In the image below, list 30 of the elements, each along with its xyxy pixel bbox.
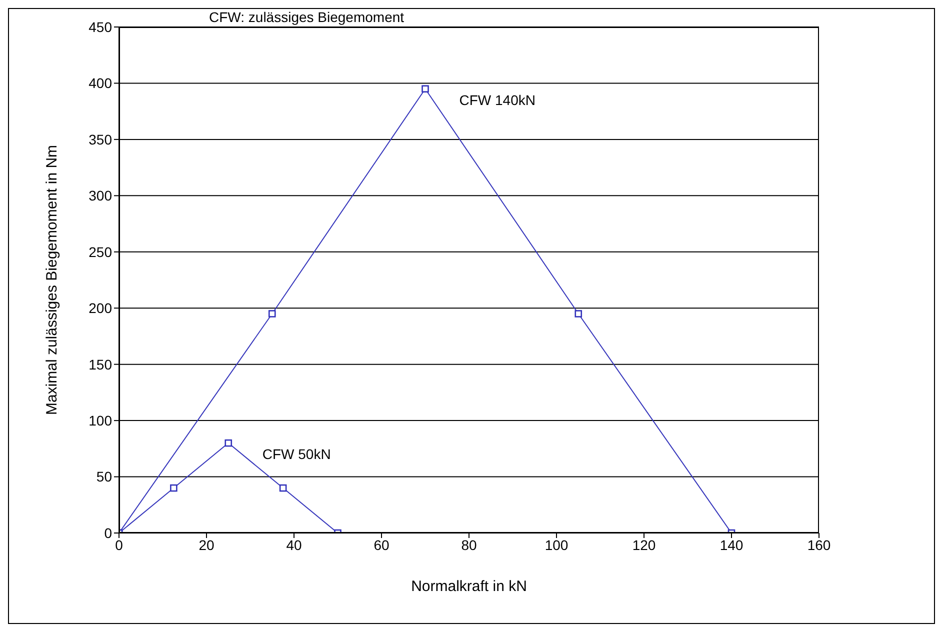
x-tick-label: 60 [374, 536, 390, 553]
x-tick-label: 20 [198, 536, 214, 553]
y-tick-label: 0 [104, 524, 112, 541]
series-label: CFW 50kN [262, 446, 331, 462]
y-tick-label: 450 [88, 18, 112, 35]
y-tick-label: 350 [88, 131, 112, 148]
point [279, 484, 287, 492]
point [574, 310, 582, 318]
y-axis-title: Maximal zulässiges Biegemoment in Nm [43, 144, 60, 416]
x-tick-label: 160 [807, 536, 831, 553]
chart-title: CFW: zulässiges Biegemoment [209, 9, 404, 25]
point [224, 439, 232, 447]
x-tick-label: 40 [286, 536, 302, 553]
x-tick-label: 0 [115, 536, 124, 553]
y-tick-label: 150 [88, 356, 112, 372]
x-tick-label: 100 [544, 536, 568, 553]
series-label: CFW 140kN [459, 92, 536, 108]
x-axis-title: Normalkraft in kN [411, 578, 527, 595]
y-tick-label: 400 [88, 75, 112, 92]
y-tick-label: 100 [88, 412, 112, 429]
y-tick-label: 200 [88, 300, 112, 316]
point [268, 310, 276, 318]
point [422, 85, 429, 92]
x-tick-label: 120 [632, 536, 656, 553]
point [170, 484, 178, 492]
x-tick-label: 80 [461, 536, 477, 553]
x-tick-label: 140 [720, 536, 744, 553]
y-tick-label: 250 [88, 244, 112, 260]
y-tick-label: 50 [96, 468, 112, 485]
y-tick-label: 300 [88, 188, 112, 204]
